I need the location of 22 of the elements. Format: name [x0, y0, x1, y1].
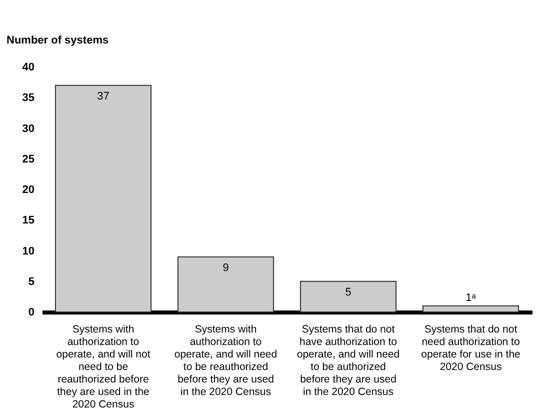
data-label: 9	[222, 262, 229, 274]
y-tick-label: 10	[22, 245, 34, 258]
y-tick-label: 20	[22, 184, 34, 196]
y-tick-label: 25	[22, 153, 34, 166]
x-tick-label: Systems that do not have authorization to operate, and will need to be authorized before they are used in the 2020 Census	[296, 324, 400, 398]
bar	[422, 305, 520, 312]
y-tick-label: 40	[22, 62, 34, 74]
x-tick-label: Systems with authorization to operate, and will not need to be reauthorized before they are used in the 2020 Census	[56, 324, 150, 410]
y-tick-label: 15	[22, 214, 34, 227]
bar	[177, 256, 274, 312]
y-axis-title: Number of systems	[6, 34, 109, 46]
bar	[300, 280, 397, 312]
bar	[54, 84, 152, 312]
y-tick-label: 35	[22, 92, 34, 104]
data-label: 37	[97, 90, 110, 102]
data-label: 1ᵃ	[466, 292, 477, 304]
y-tick-label: 5	[28, 276, 34, 288]
x-tick-label: Systems with authorization to operate, and will need to be reauthorized before they are used in the 2020 Census	[174, 324, 278, 398]
y-tick-label: 30	[22, 122, 34, 135]
data-label: 5	[345, 286, 352, 298]
y-tick-label: 0	[28, 306, 34, 318]
x-tick-label: Systems that do not need authorization to operate for use in the 2020 Census	[421, 324, 521, 373]
